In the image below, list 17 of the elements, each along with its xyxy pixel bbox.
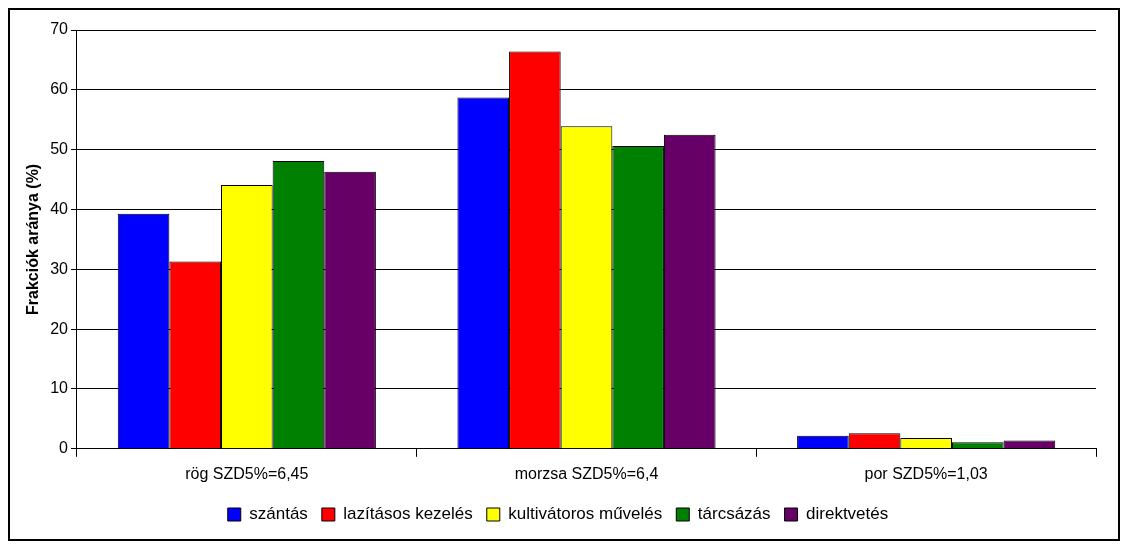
y-tick-label: 0 (59, 439, 69, 457)
legend-label: lazításos kezelés (343, 504, 473, 524)
y-tick-label: 50 (50, 140, 69, 158)
x-tick-label: rög SZD5%=6,45 (185, 464, 309, 482)
y-tick-label: 40 (50, 199, 69, 217)
y-tick-label: 20 (50, 319, 69, 337)
x-tick-label: por SZD5%=1,03 (864, 464, 988, 482)
y-axis-title: Frakciók aránya (%) (24, 163, 42, 315)
y-tick-label: 70 (50, 20, 69, 38)
y-tick-label: 10 (50, 379, 69, 397)
y-tick-label: 30 (50, 259, 69, 277)
y-tick-label: 60 (50, 80, 69, 98)
legend-label: szántás (249, 504, 308, 524)
legend-label: tárcsázás (697, 504, 771, 524)
x-tick-label: morzsa SZD5%=6,4 (514, 464, 659, 482)
legend-label: kultivátoros művelés (508, 504, 663, 524)
legend-label: direktvetés (806, 504, 889, 524)
